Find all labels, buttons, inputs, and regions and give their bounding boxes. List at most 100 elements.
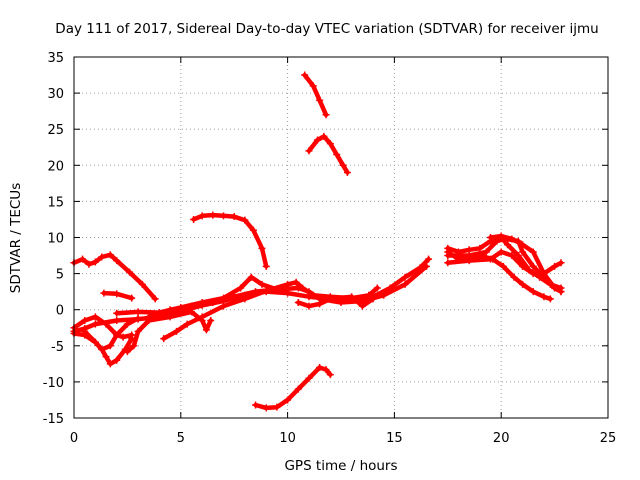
data-point — [241, 216, 249, 224]
series-trace-2 — [100, 289, 136, 302]
data-point — [557, 259, 565, 267]
data-point — [519, 241, 527, 249]
data-point — [326, 140, 334, 148]
data-point — [113, 331, 121, 339]
data-point — [198, 313, 206, 321]
y-tick-label: 35 — [47, 51, 64, 66]
series-line — [253, 365, 333, 411]
data-point — [540, 270, 548, 278]
series-trace-9 — [70, 313, 136, 341]
data-point — [301, 71, 309, 79]
y-tick-label: 15 — [47, 195, 64, 210]
data-point — [316, 363, 324, 371]
data-point — [529, 248, 537, 256]
data-point — [519, 262, 527, 270]
data-point — [489, 255, 497, 263]
data-point — [252, 288, 260, 296]
data-point — [504, 241, 512, 249]
data-point — [220, 302, 228, 310]
series-trace-6 — [252, 363, 334, 412]
data-point — [333, 150, 341, 158]
data-point — [151, 295, 159, 303]
data-point — [348, 293, 356, 301]
data-point — [343, 169, 351, 177]
series-line — [71, 252, 158, 302]
data-point — [529, 288, 537, 296]
x-tick-label: 5 — [177, 431, 185, 446]
data-point — [337, 298, 345, 306]
data-point — [487, 234, 495, 241]
data-point — [514, 252, 522, 260]
data-point — [273, 285, 281, 293]
data-point — [160, 335, 168, 343]
data-point — [380, 291, 388, 299]
data-point — [476, 244, 484, 252]
x-tick-label: 25 — [600, 431, 617, 446]
data-point — [134, 327, 142, 335]
data-point — [102, 320, 110, 328]
data-point — [294, 284, 302, 292]
data-point — [305, 288, 313, 296]
data-point — [551, 262, 559, 270]
data-point — [113, 290, 121, 298]
data-point — [425, 255, 433, 263]
series-line — [445, 249, 553, 302]
data-point — [258, 280, 266, 288]
data-point — [294, 298, 302, 306]
data-point — [79, 255, 87, 263]
data-point — [369, 295, 377, 303]
data-point — [252, 401, 260, 409]
series-trace-14 — [145, 262, 430, 321]
data-point — [262, 404, 270, 412]
y-tick-label: -15 — [43, 412, 64, 427]
y-tick-label: -5 — [51, 340, 64, 355]
data-point — [220, 212, 228, 220]
x-tick-label: 10 — [279, 431, 296, 446]
data-point — [187, 302, 195, 310]
x-tick-label: 15 — [386, 431, 403, 446]
data-point — [98, 253, 106, 261]
data-point — [454, 255, 462, 263]
data-point — [119, 333, 127, 341]
data-point — [190, 215, 198, 223]
data-point — [476, 252, 484, 260]
data-point — [540, 293, 548, 301]
chart-title: Day 111 of 2017, Sidereal Day-to-day VTE… — [55, 21, 598, 37]
data-point — [106, 251, 114, 259]
y-tick-label: -10 — [43, 376, 64, 391]
series-line — [445, 249, 564, 276]
data-point — [183, 320, 191, 328]
plot-frame — [73, 56, 609, 419]
series-line — [302, 72, 329, 118]
data-point — [499, 262, 507, 270]
data-point — [249, 226, 257, 234]
data-point — [123, 320, 131, 328]
series-trace-20 — [487, 232, 565, 296]
data-point — [508, 252, 516, 260]
data-point — [314, 136, 322, 144]
series-trace-15 — [294, 293, 377, 310]
data-point — [292, 278, 300, 286]
data-point — [81, 317, 89, 325]
data-point — [130, 342, 138, 350]
data-point — [322, 366, 330, 374]
data-point — [230, 213, 238, 221]
data-point — [209, 211, 217, 219]
data-point — [106, 360, 114, 368]
data-point — [422, 262, 430, 270]
data-point — [230, 293, 238, 301]
data-point — [145, 313, 153, 321]
data-point — [273, 403, 281, 411]
data-point — [519, 280, 527, 288]
data-point — [202, 326, 210, 334]
data-point — [91, 338, 99, 346]
data-point — [320, 132, 328, 140]
series-trace-5 — [305, 132, 351, 177]
data-series — [70, 71, 565, 412]
data-point — [134, 308, 142, 316]
data-point — [91, 258, 99, 266]
data-point — [209, 298, 217, 306]
data-point — [358, 302, 366, 310]
data-point — [546, 295, 554, 303]
